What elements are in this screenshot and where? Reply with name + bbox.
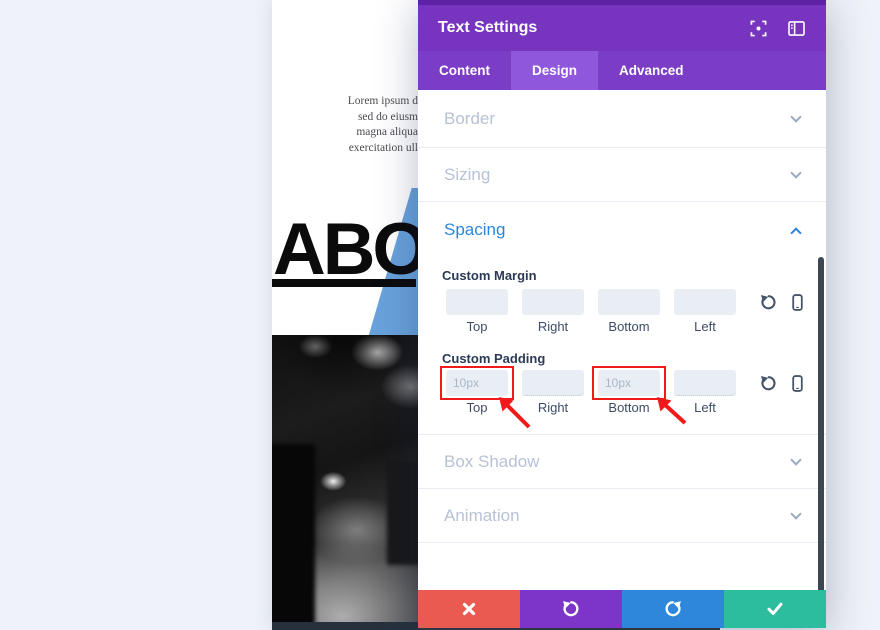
page-content-strip: Lorem ipsum d sed do eiusm magna aliqua …: [272, 0, 418, 630]
lorem-line: magna aliqua: [356, 126, 418, 138]
padding-top-label: Top: [466, 400, 488, 415]
panel-layout-icon[interactable]: [786, 18, 806, 38]
accordion-border-label: Border: [444, 108, 496, 128]
margin-left-label: Left: [694, 319, 716, 334]
margin-left-cell: Left: [674, 289, 736, 334]
padding-top-input[interactable]: [446, 370, 508, 396]
redo-button[interactable]: [622, 590, 724, 628]
reset-icon[interactable]: [760, 375, 777, 392]
modal-body: Border Sizing Spacing Custom Margin Top …: [418, 90, 826, 590]
discard-button[interactable]: [418, 590, 520, 628]
margin-row-icons: [760, 289, 803, 315]
padding-left-cell: Left: [674, 370, 736, 415]
padding-bottom-cell: Bottom: [592, 366, 687, 425]
page-dark-section: [272, 622, 418, 630]
margin-bottom-label: Bottom: [608, 319, 650, 334]
accordion-sizing-label: Sizing: [444, 164, 491, 184]
padding-right-label: Right: [537, 400, 569, 415]
accordion-spacing-section: Spacing Custom Margin Top Right Bottom: [418, 202, 826, 435]
margin-top-cell: Top: [446, 289, 508, 334]
modal-footer: [418, 590, 826, 628]
margin-right-input[interactable]: [522, 289, 584, 315]
margin-bottom-input[interactable]: [598, 289, 660, 315]
modal-tab-bar: Content Design Advanced: [418, 51, 826, 90]
page-dark-sliver: [418, 628, 720, 630]
padding-top-cell: Top: [440, 366, 531, 429]
lorem-line: exercitation ull: [348, 141, 418, 154]
accordion-box-shadow-label: Box Shadow: [444, 451, 540, 471]
margin-fields-row: Top Right Bottom Left: [418, 289, 826, 334]
accordion-animation[interactable]: Animation: [418, 489, 826, 543]
padding-right-input[interactable]: [522, 370, 584, 396]
margin-bottom-cell: Bottom: [598, 289, 660, 334]
phone-icon[interactable]: [792, 374, 803, 392]
tab-design[interactable]: Design: [511, 51, 599, 90]
accordion-border[interactable]: Border: [418, 90, 826, 148]
phone-icon[interactable]: [792, 293, 803, 311]
accordion-spacing-label: Spacing: [444, 220, 506, 239]
modal-scrollbar[interactable]: [818, 257, 824, 590]
photo-dark-object-left: [272, 444, 315, 628]
accordion-box-shadow[interactable]: Box Shadow: [418, 435, 826, 489]
chevron-up-icon: [790, 227, 802, 239]
chevron-down-icon: [790, 507, 802, 520]
street-photo: [272, 335, 418, 628]
modal-header[interactable]: Text Settings: [418, 5, 826, 51]
padding-right-cell: Right: [522, 370, 584, 415]
padding-left-input[interactable]: [674, 370, 736, 396]
photo-tree-canopy: [272, 335, 418, 422]
lorem-line: Lorem ipsum d: [347, 95, 418, 107]
about-heading-underline: [272, 279, 416, 287]
margin-top-label: Top: [466, 319, 488, 334]
chevron-down-icon: [790, 110, 802, 123]
padding-row-icons: [760, 370, 803, 396]
margin-top-input[interactable]: [446, 289, 508, 315]
photo-dark-object-right: [386, 461, 418, 565]
custom-padding-label: Custom Padding: [442, 351, 546, 366]
accordion-sizing[interactable]: Sizing: [418, 148, 826, 202]
accordion-spacing[interactable]: Spacing: [418, 202, 826, 258]
undo-button[interactable]: [520, 590, 622, 628]
padding-bottom-label: Bottom: [608, 400, 650, 415]
lorem-paragraph: Lorem ipsum d sed do eiusm magna aliqua …: [348, 94, 418, 156]
save-button[interactable]: [724, 590, 826, 628]
accordion-animation-label: Animation: [444, 505, 520, 525]
custom-margin-label: Custom Margin: [442, 268, 537, 283]
tab-content[interactable]: Content: [439, 63, 490, 78]
lorem-line: sed do eiusm: [357, 110, 418, 123]
margin-right-label: Right: [537, 319, 569, 334]
chevron-down-icon: [790, 453, 802, 466]
tab-advanced[interactable]: Advanced: [619, 63, 684, 78]
margin-left-input[interactable]: [674, 289, 736, 315]
padding-left-label: Left: [694, 400, 716, 415]
text-settings-modal: Text Settings Content Design Advanced Bo…: [418, 0, 826, 628]
margin-right-cell: Right: [522, 289, 584, 334]
zoom-preview-icon[interactable]: [748, 18, 768, 38]
modal-title: Text Settings: [438, 19, 538, 36]
padding-bottom-input[interactable]: [598, 370, 660, 396]
chevron-down-icon: [790, 166, 802, 179]
about-heading: ABO: [273, 209, 418, 290]
padding-fields-row: Top Right Bottom: [418, 366, 826, 429]
modal-top-strip: [418, 0, 826, 5]
reset-icon[interactable]: [760, 294, 777, 311]
